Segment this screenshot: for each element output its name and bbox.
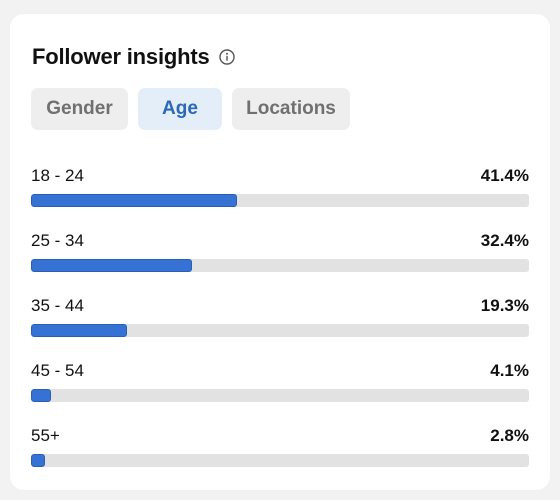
age-share-value: 19.3% (480, 296, 529, 315)
tab-locations[interactable]: Locations (232, 88, 350, 130)
info-icon[interactable] (218, 49, 235, 65)
age-row: 45 - 54 4.1% (31, 361, 529, 426)
progress-track (31, 194, 529, 207)
card-header: Follower insights (32, 42, 235, 72)
progress-fill (31, 194, 238, 207)
follower-insights-card: Follower insights Gender Age Locations 1… (10, 14, 550, 490)
progress-fill (31, 259, 193, 272)
age-share-value: 2.8% (490, 426, 529, 445)
progress-fill (31, 454, 45, 467)
age-share-value: 4.1% (490, 361, 529, 380)
age-share-value: 32.4% (480, 231, 529, 250)
age-row: 18 - 24 41.4% (31, 166, 529, 231)
progress-track (31, 389, 529, 402)
age-share-value: 41.4% (480, 166, 529, 185)
age-range-label: 18 - 24 (31, 166, 84, 185)
progress-track (31, 259, 529, 272)
card-title: Follower insights (32, 44, 210, 69)
progress-fill (31, 389, 52, 402)
age-range-label: 45 - 54 (31, 361, 84, 380)
progress-track (31, 454, 529, 467)
insight-tabs: Gender Age Locations (31, 88, 350, 130)
age-distribution-list: 18 - 24 41.4% 25 - 34 32.4% 35 - 44 19.3… (31, 166, 529, 491)
age-range-label: 35 - 44 (31, 296, 84, 315)
age-row: 55+ 2.8% (31, 426, 529, 491)
age-range-label: 55+ (31, 426, 60, 445)
progress-track (31, 324, 529, 337)
age-row: 35 - 44 19.3% (31, 296, 529, 361)
tab-age[interactable]: Age (138, 88, 222, 130)
progress-fill (31, 324, 128, 337)
tab-gender[interactable]: Gender (31, 88, 128, 130)
age-row: 25 - 34 32.4% (31, 231, 529, 296)
age-range-label: 25 - 34 (31, 231, 84, 250)
